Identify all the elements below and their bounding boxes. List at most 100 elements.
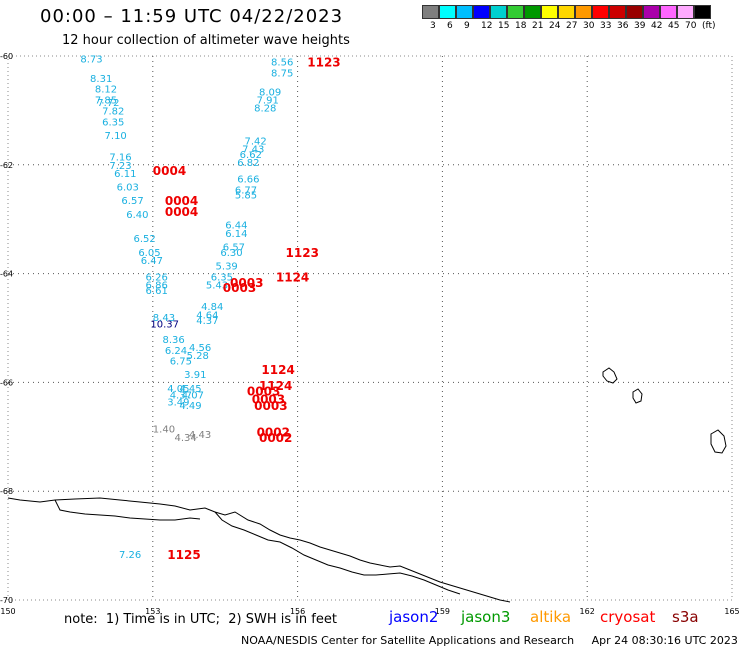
legend-swatch [626, 5, 643, 19]
longitude-tick-label: 165 [724, 607, 739, 616]
legend-label: 21 [532, 21, 544, 31]
legend-swatch [422, 5, 439, 19]
satellite-cryosat: cryosat [600, 608, 656, 626]
legend-swatch [473, 5, 490, 19]
wave-height-label: 4.07 [182, 390, 204, 401]
legend-swatch [660, 5, 677, 19]
wave-height-label: 6.61 [146, 286, 168, 297]
pass-time-label: 0002 [257, 425, 290, 439]
pass-time-label: 0004 [165, 205, 198, 219]
color-scale-legend [422, 5, 711, 19]
legend-swatch [694, 5, 711, 19]
longitude-tick-label: 156 [290, 607, 305, 616]
legend-label: 30 [583, 21, 595, 31]
legend-label: 18 [515, 21, 527, 31]
wave-height-label: 4.37 [196, 316, 218, 327]
pass-time-label: 0003 [247, 385, 280, 399]
wave-height-label: 6.66 [237, 174, 259, 185]
latitude-tick-label: -68 [0, 487, 13, 496]
wave-height-label: 6.40 [126, 210, 148, 221]
legend-swatch [575, 5, 592, 19]
map-frame [7, 55, 733, 601]
legend-swatch [592, 5, 609, 19]
legend-label: 27 [566, 21, 578, 31]
pass-time-label: 0003 [254, 399, 287, 413]
legend-swatch [677, 5, 694, 19]
latitude-tick-label: -66 [0, 378, 13, 387]
wave-height-label: 6.24 [165, 346, 187, 357]
legend-label: 70 [685, 21, 697, 31]
island-2 [632, 388, 643, 404]
wave-height-label: 6.11 [114, 169, 136, 180]
wave-height-label: 6.30 [220, 248, 242, 259]
legend-swatch [490, 5, 507, 19]
latitude-tick-label: -60 [0, 52, 13, 61]
wave-height-label: 6.75 [170, 357, 192, 368]
pass-time-label: 1123 [286, 246, 319, 260]
latitude-tick-label: -70 [0, 596, 13, 605]
pass-time-label: 0003 [230, 276, 263, 290]
wave-height-label: 4.56 [189, 343, 211, 354]
footer-note: note: 1) Time is in UTC; 2) SWH is in fe… [64, 612, 337, 627]
island-1 [602, 367, 618, 384]
legend-swatch [524, 5, 541, 19]
wave-height-label: 6.44 [225, 221, 247, 232]
wave-height-label: 4.34 [175, 433, 197, 444]
wave-height-label: 7.26 [119, 550, 141, 561]
wave-height-label: 4.49 [179, 401, 201, 412]
longitude-tick-label: 153 [145, 607, 160, 616]
legend-swatch [456, 5, 473, 19]
wave-height-label: 1.40 [153, 425, 175, 436]
legend-swatch [609, 5, 626, 19]
legend-label: 45 [668, 21, 680, 31]
wave-height-label: 6.05 [138, 248, 160, 259]
legend-swatch [507, 5, 524, 19]
map-subtitle: 12 hour collection of altimeter wave hei… [62, 33, 350, 48]
wave-height-label: 6.82 [237, 158, 259, 169]
satellite-altika: altika [530, 608, 572, 626]
wave-height-label: 10.37 [150, 320, 179, 331]
legend-swatch [643, 5, 660, 19]
wave-height-label: 8.31 [90, 74, 112, 85]
wave-height-label: 4.37 [170, 390, 192, 401]
wave-height-label: 6.35 [102, 117, 124, 128]
wave-height-label: 5.43 [206, 280, 228, 291]
wave-height-label: 8.12 [95, 85, 117, 96]
satellite-jason3: jason3 [461, 608, 511, 626]
wave-height-label: 8.09 [259, 87, 281, 98]
wave-height-label: 6.52 [133, 234, 155, 245]
wave-height-label: 6.35 [211, 272, 233, 283]
wave-height-label: 5.28 [187, 351, 209, 362]
map-title: 00:00 – 11:59 UTC 04/22/2023 [40, 6, 344, 27]
pass-time-label: 0003 [223, 281, 256, 295]
wave-height-label: 6.47 [141, 256, 163, 267]
wave-height-label: 6.86 [146, 280, 168, 291]
wave-height-label: 8.28 [254, 104, 276, 115]
legend-label: 3 [430, 21, 436, 31]
wave-height-label: 7.82 [102, 106, 124, 117]
legend-label: 36 [617, 21, 629, 31]
wave-height-label: 6.26 [146, 272, 168, 283]
coastline-peninsula [214, 511, 461, 595]
pass-time-label: 1124 [276, 270, 309, 284]
wave-height-label: 7.23 [109, 161, 131, 172]
wave-height-label: 6.62 [240, 150, 262, 161]
wave-height-label: 8.75 [271, 68, 293, 79]
wave-height-label: 6.57 [121, 196, 143, 207]
legend-label: 12 [481, 21, 493, 31]
wave-height-label: 7.43 [242, 144, 264, 155]
latitude-tick-label: -64 [0, 270, 13, 279]
satellite-jason2: jason2 [389, 608, 439, 626]
pass-time-label: 0004 [165, 194, 198, 208]
wave-height-label: 7.16 [109, 153, 131, 164]
longitude-tick-label: 162 [580, 607, 595, 616]
wave-height-label: 4.05 [167, 384, 189, 395]
latitude-tick-label: -62 [0, 161, 13, 170]
wave-height-label: 7.72 [97, 98, 119, 109]
wave-height-label: 4.43 [189, 430, 211, 441]
pass-time-label: 1123 [307, 55, 340, 69]
pass-time-label: 1124 [261, 363, 294, 377]
legend-label: 6 [447, 21, 453, 31]
